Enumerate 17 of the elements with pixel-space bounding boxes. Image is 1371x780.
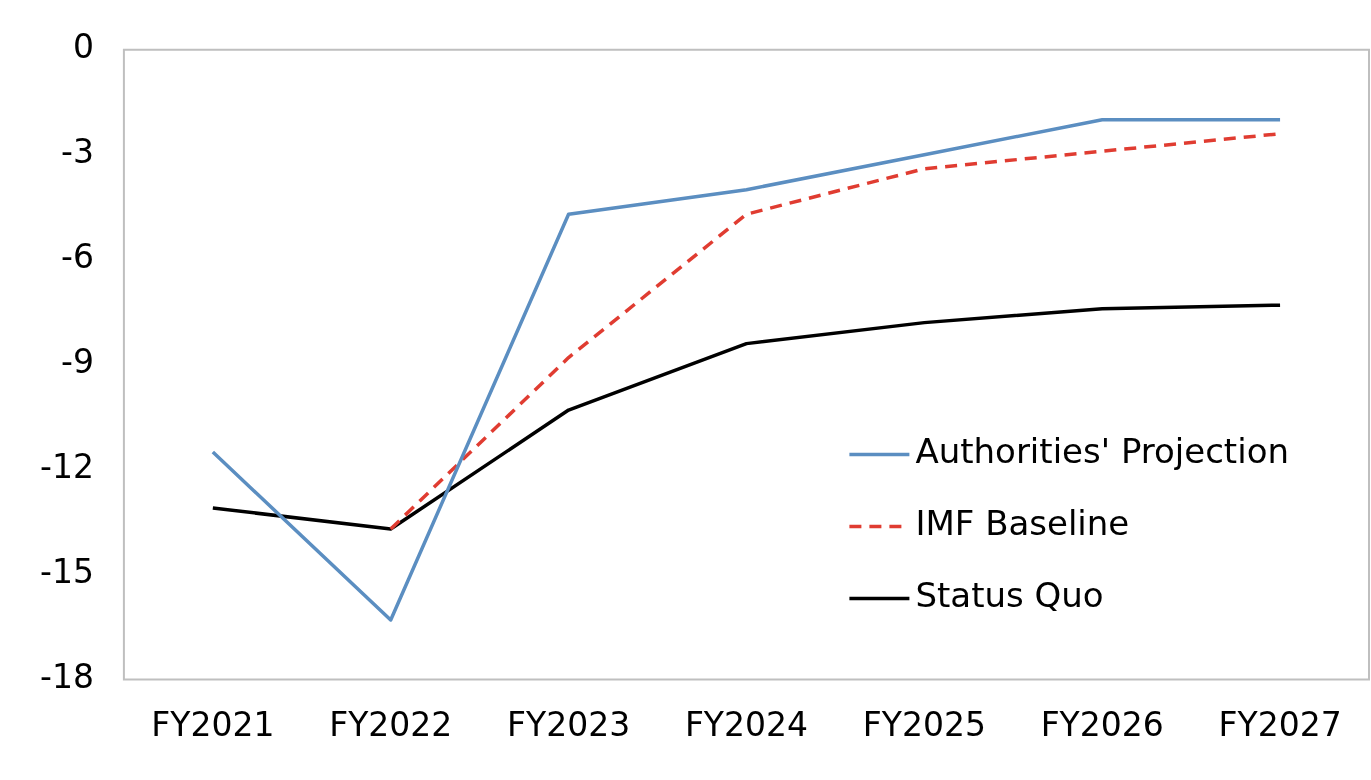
y-tick-label: -3 [60,132,94,172]
x-tick-label: FY2022 [329,704,453,744]
y-tick-label: 0 [72,27,94,67]
x-tick-label: FY2023 [507,704,631,744]
y-tick-label: -18 [39,656,94,696]
x-tick-label: FY2021 [151,704,275,744]
legend-label: Status Quo [915,575,1104,616]
y-tick-label: -6 [60,237,94,277]
x-tick-label: FY2027 [1218,704,1342,744]
y-tick-label: -9 [60,342,94,382]
legend-label: Authorities' Projection [915,431,1290,472]
x-tick-label: FY2024 [684,704,809,744]
x-tick-label: FY2026 [1040,704,1164,744]
legend-label: IMF Baseline [915,503,1130,544]
y-tick-label: -12 [39,447,94,487]
y-tick-label: -15 [39,552,94,592]
x-tick-label: FY2025 [862,704,986,744]
